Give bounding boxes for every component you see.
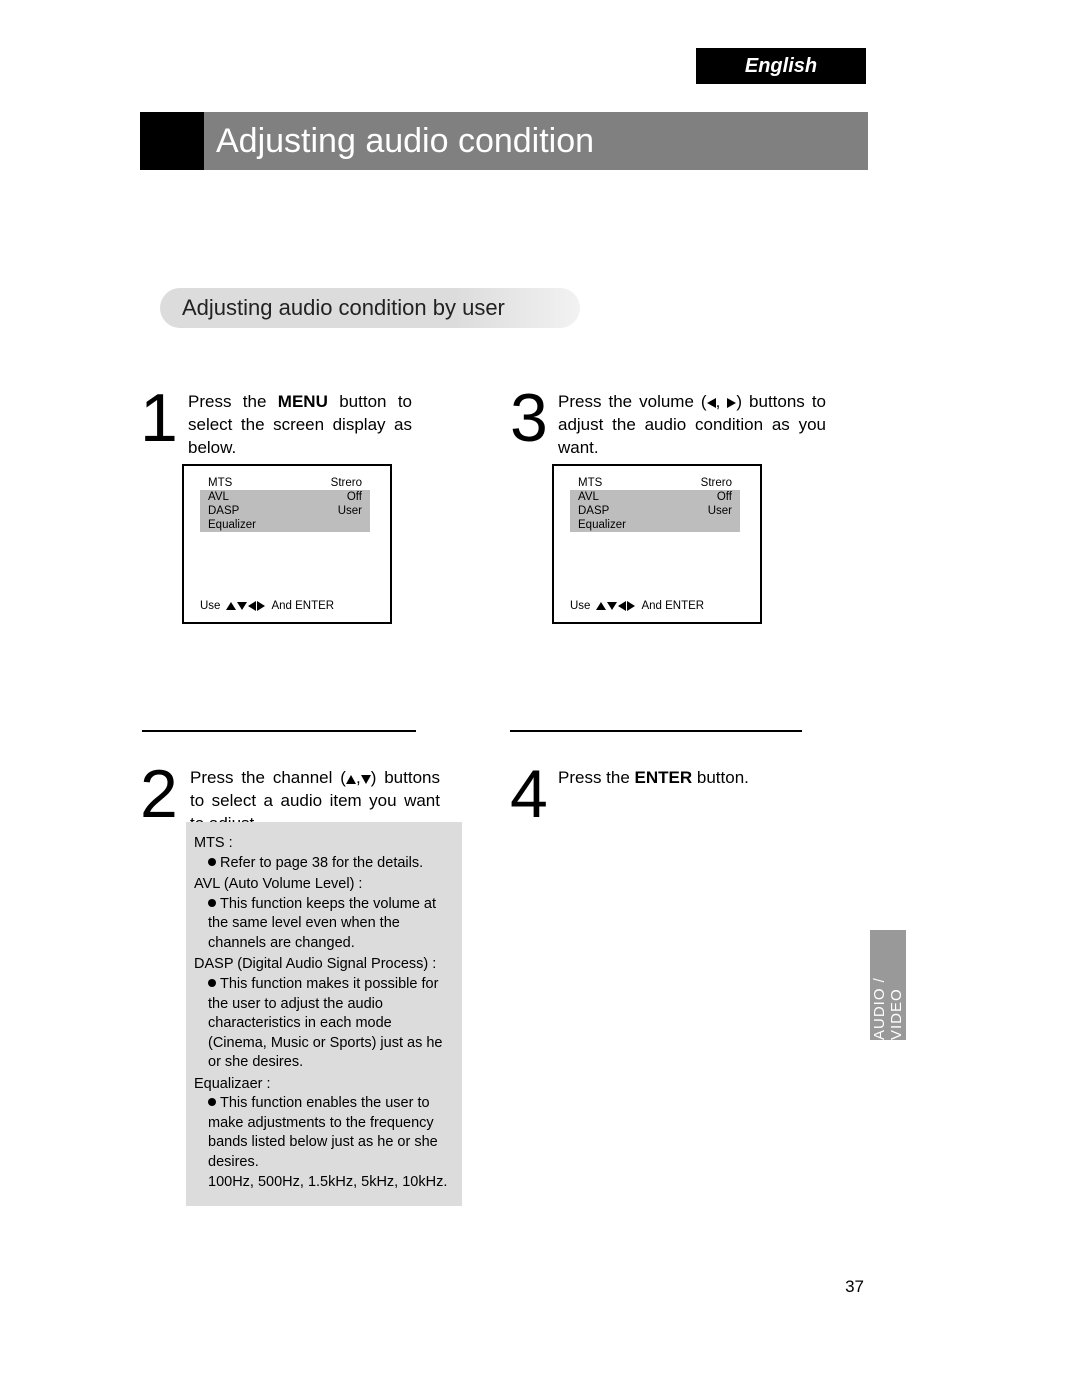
osd-footer-pre: Use	[570, 600, 590, 612]
bullet-icon	[208, 858, 216, 866]
osd-label: MTS	[208, 477, 232, 489]
step-4-bold: ENTER	[635, 768, 693, 787]
eq-body-text-1: This function enables the user to make a…	[208, 1095, 438, 1170]
osd-footer: Use And ENTER	[570, 600, 704, 612]
avl-body: This function keeps the volume at the sa…	[194, 895, 454, 954]
osd-value: Strero	[701, 477, 732, 489]
osd-label: Equalizer	[578, 519, 626, 531]
title-accent-block	[140, 112, 204, 170]
step-3-text: Press the volume (, ) buttons to adjust …	[558, 391, 826, 460]
language-tab: English	[696, 48, 866, 84]
osd-value: User	[338, 505, 362, 517]
step-1-number: 1	[140, 384, 178, 452]
osd-row-equalizer: Equalizer	[200, 518, 370, 532]
osd-label: DASP	[208, 505, 239, 517]
page-number: 37	[845, 1277, 864, 1297]
arrow-cluster-icon	[226, 601, 265, 611]
avl-title: AVL (Auto Volume Level) :	[194, 875, 454, 895]
step-4-text-pre: Press the	[558, 768, 635, 787]
osd-label: Equalizer	[208, 519, 256, 531]
osd-footer-pre: Use	[200, 600, 220, 612]
eq-title: Equalizaer :	[194, 1075, 454, 1095]
mts-body: Refer to page 38 for the details.	[194, 854, 454, 874]
osd-label: AVL	[578, 491, 599, 503]
osd-value: Strero	[331, 477, 362, 489]
up-arrow-icon	[346, 775, 356, 784]
dasp-title: DASP (Digital Audio Signal Process) :	[194, 955, 454, 975]
osd-menu-1: MTS Strero AVL Off DASP User Equalizer Use …	[182, 464, 392, 624]
eq-body-text-2: 100Hz, 500Hz, 1.5kHz, 5kHz, 10kHz.	[208, 1174, 447, 1190]
divider-right	[510, 730, 802, 732]
osd-value: Off	[347, 491, 362, 503]
osd-footer-post: And ENTER	[641, 600, 704, 612]
step-4-text-post: button.	[692, 768, 749, 787]
osd-label: AVL	[208, 491, 229, 503]
bullet-icon	[208, 1098, 216, 1106]
down-arrow-icon	[361, 775, 371, 784]
osd-footer: Use And ENTER	[200, 600, 334, 612]
manual-page: English Adjusting audio condition Adjust…	[0, 0, 1080, 1397]
osd-menu-2: MTS Strero AVL Off DASP User Equalizer Use …	[552, 464, 762, 624]
arrow-cluster-icon	[596, 601, 635, 611]
bullet-icon	[208, 899, 216, 907]
section-side-tab: AUDIO / VIDEO	[870, 930, 906, 1040]
osd-value: User	[708, 505, 732, 517]
osd-row-dasp: DASP User	[200, 504, 370, 518]
mts-body-text: Refer to page 38 for the details.	[220, 855, 423, 871]
osd-label: DASP	[578, 505, 609, 517]
step-3-number: 3	[510, 384, 548, 452]
osd-row-dasp: DASP User	[570, 504, 740, 518]
osd-label: MTS	[578, 477, 602, 489]
step-1-text: Press the MENU button to select the scre…	[188, 391, 412, 460]
osd-footer-post: And ENTER	[271, 600, 334, 612]
section-subtitle: Adjusting audio condition by user	[160, 288, 580, 328]
osd-menu-2-inner: MTS Strero AVL Off DASP User Equalizer	[570, 476, 740, 532]
left-arrow-icon	[707, 398, 716, 408]
step-2-number: 2	[140, 760, 178, 828]
osd-row-mts: MTS Strero	[570, 476, 740, 490]
right-arrow-icon	[727, 398, 736, 408]
bullet-icon	[208, 979, 216, 987]
osd-menu-1-inner: MTS Strero AVL Off DASP User Equalizer	[200, 476, 370, 532]
step-4-number: 4	[510, 760, 548, 828]
osd-row-equalizer: Equalizer	[570, 518, 740, 532]
explanation-panel: MTS : Refer to page 38 for the details. …	[186, 822, 462, 1206]
osd-row-mts: MTS Strero	[200, 476, 370, 490]
divider-left	[142, 730, 416, 732]
dasp-body-text: This function makes it possible for the …	[208, 976, 443, 1070]
avl-body-text: This function keeps the volume at the sa…	[208, 896, 436, 951]
title-bar: Adjusting audio condition	[140, 112, 868, 170]
step-4-text: Press the ENTER button.	[558, 767, 782, 790]
osd-value: Off	[717, 491, 732, 503]
osd-row-avl: AVL Off	[200, 490, 370, 504]
osd-row-avl: AVL Off	[570, 490, 740, 504]
step-1-bold: MENU	[278, 392, 328, 411]
dasp-body: This function makes it possible for the …	[194, 975, 454, 1073]
step-1-text-pre: Press the	[188, 392, 278, 411]
eq-body: This function enables the user to make a…	[194, 1094, 454, 1192]
mts-title: MTS :	[194, 834, 454, 854]
page-title: Adjusting audio condition	[204, 112, 868, 170]
